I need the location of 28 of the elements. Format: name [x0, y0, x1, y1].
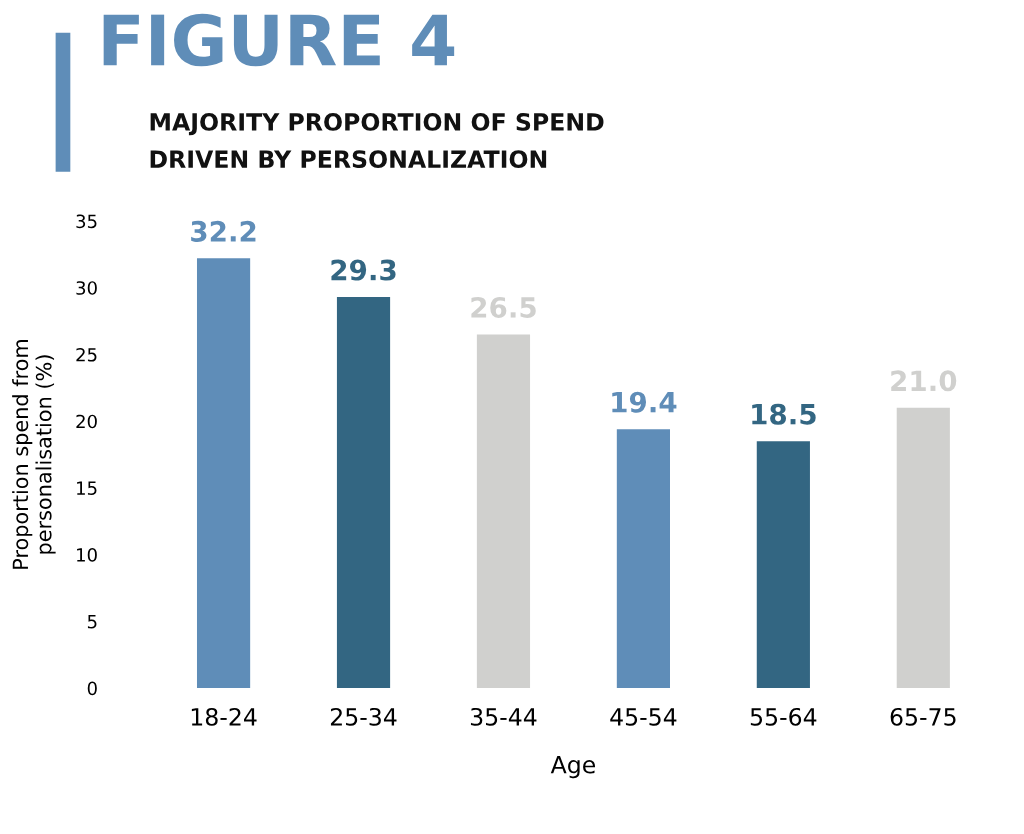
x-tick-label: 65-75 — [890, 707, 956, 726]
chart-title: FIGURE 4 — [103, 13, 455, 67]
x-tick-label: 55-64 — [750, 707, 817, 726]
data-label: 19.4 — [612, 391, 677, 413]
bar — [196, 258, 251, 689]
bar — [896, 407, 950, 689]
data-label: 29.3 — [331, 259, 396, 281]
y-tick-label: 35 — [76, 214, 97, 229]
x-tick-label: 25-34 — [330, 707, 397, 726]
y-tick-label: 20 — [76, 414, 97, 429]
data-label: 18.5 — [752, 403, 816, 425]
bar — [476, 334, 531, 689]
y-tick-label: 0 — [87, 681, 97, 696]
x-axis-title: Age — [550, 756, 596, 779]
bar — [336, 297, 391, 689]
chart-subtitle: MAJORITY PROPORTION OF SPEND DRIVEN BY PERSONALIZATION — [150, 113, 604, 169]
y-tick-label: 10 — [77, 548, 97, 562]
y-tick-label: 30 — [76, 281, 97, 295]
bar — [756, 441, 810, 689]
x-tick-label: 35-44 — [470, 707, 537, 726]
y-tick-label: 15 — [77, 481, 97, 496]
x-tick-label: 45-54 — [610, 708, 677, 726]
bar — [616, 429, 670, 689]
x-tick-label: 18-24 — [191, 707, 257, 726]
data-label: 32.2 — [191, 220, 256, 242]
y-tick-label: 25 — [76, 347, 97, 362]
y-axis-title: Proportion spend from personalisation (%) — [12, 340, 56, 569]
y-tick-label: 5 — [87, 615, 97, 629]
